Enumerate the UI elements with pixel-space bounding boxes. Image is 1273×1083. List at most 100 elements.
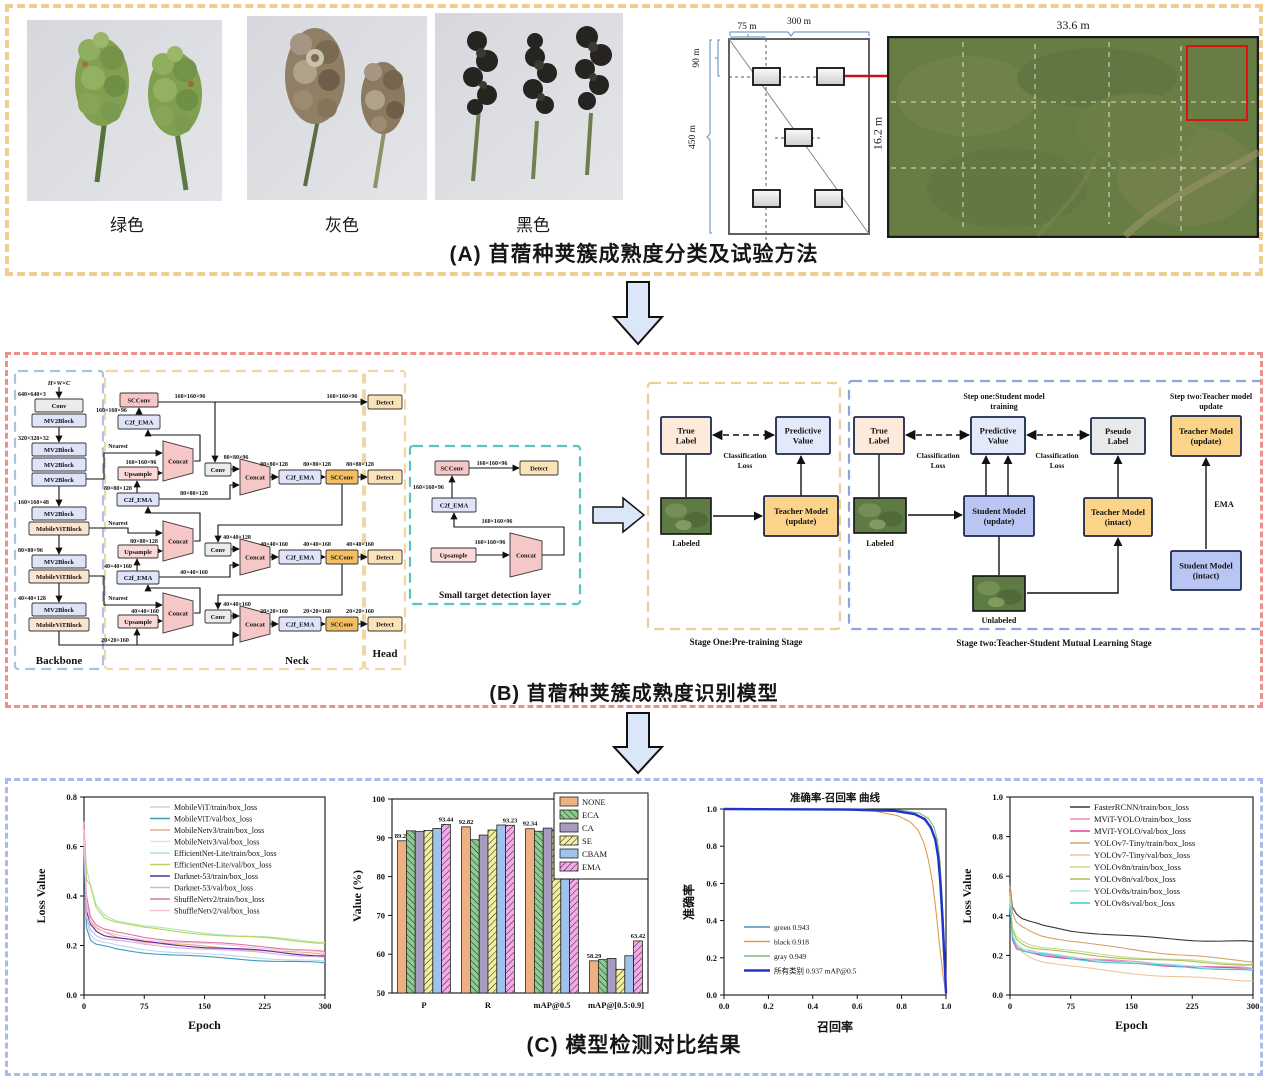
node-label: MobileViTBlock [36, 526, 82, 533]
series-line-ShuffleNetv2/val/box_loss [83, 829, 326, 954]
node-label: MobileViTBlock [36, 574, 82, 581]
x-tick-label: 300 [319, 1001, 332, 1011]
series-line-MobileNetv3/val/box_loss [83, 831, 326, 957]
legend-label: YOLOv8n/val/box_loss [1094, 874, 1176, 884]
diagram-label: Backbone [36, 655, 83, 667]
diagram-node: Detect [367, 469, 403, 485]
node-label: Conv [52, 403, 68, 410]
chart-backbone-loss: 0.0 0.2 0.4 0.6 0.8 0 75 150 225 300 Loss Value Epo… [32, 787, 337, 1040]
node-label: Concat [168, 458, 189, 465]
diagram-node: Detect [519, 460, 559, 476]
node-label: (update) [786, 516, 817, 526]
dim-75m: 75 m [737, 22, 757, 32]
photo-label-green: 绿色 [110, 216, 144, 235]
diagram-label: Step two:Teacher model [1170, 392, 1253, 401]
legend-label: MViT-YOLO/train/box_loss [1094, 814, 1191, 824]
diagram-node: Detect [367, 549, 403, 565]
legend-label: CBAM [582, 849, 607, 859]
legend-label: YOLOv8n/train/box_loss [1094, 862, 1181, 872]
node-label: True [870, 425, 888, 435]
diagram-subpanel-4 [646, 381, 842, 631]
diagram-label: Labeled [672, 539, 700, 548]
node-label: Label [676, 436, 697, 446]
y-tick-label: 0.8 [992, 832, 1003, 842]
y-tick-label: 70 [377, 910, 386, 920]
bar-SE-P [423, 830, 434, 994]
diagram-subpanel-5 [847, 379, 1260, 631]
x-tick-label: 0 [82, 1001, 86, 1011]
node-label: SCConv [330, 621, 354, 628]
diagram-label: 160×160×96 [126, 460, 157, 466]
x-tick-label: 225 [1186, 1001, 1199, 1011]
legend-label: SE [582, 836, 592, 846]
diagram-label: Step one:Student model [963, 392, 1045, 401]
series-line-ShuffleNetv2/train/box_loss [83, 821, 326, 952]
legend-label: MobileViT/val/box_loss [174, 815, 252, 824]
diagram-label: 20×20×160 [260, 609, 288, 615]
legend-label: EMA [582, 862, 602, 872]
node-label: Teacher Model [1091, 507, 1146, 517]
diagram-label: 160×160×96 [482, 519, 513, 525]
bar-group-label: mAP@[0.5:0.9] [588, 1000, 644, 1010]
node-label: Label [869, 436, 890, 446]
diagram-label: 20×20×160 [303, 609, 331, 615]
bar-CBAM-mAP@[0.5:0.9] [624, 955, 634, 994]
diagram-label: 320×320×32 [18, 436, 49, 442]
diagram-node: Conv [204, 542, 232, 557]
diagram-label: Loss [931, 461, 946, 470]
legend-label: green 0.943 [774, 923, 810, 932]
bar-ECA-R [470, 839, 480, 994]
panel-c-comparison-results: 0.0 0.2 0.4 0.6 0.8 0 75 150 225 300 Loss Value Epo… [5, 778, 1263, 1076]
bar-EMA-R [505, 824, 515, 994]
node-label: C2f_EMA [124, 497, 153, 504]
series-line-green 0.943 [723, 808, 947, 992]
x-axis-label: Epoch [1115, 1018, 1148, 1032]
x-tick-label: 150 [198, 1001, 211, 1011]
bar-NONE-mAP@0.5 [525, 828, 535, 994]
bar-SE-mAP@[0.5:0.9] [615, 968, 626, 994]
node-label: C2f_EMA [125, 419, 154, 426]
diagram-label: Classification [1035, 451, 1079, 460]
node-label: Label [1108, 436, 1129, 446]
x-tick-label: 150 [1125, 1001, 1138, 1011]
x-tick-label: 0 [1008, 1001, 1012, 1011]
diagram-node: MobileViTBlock [28, 617, 90, 632]
series-line-YOLOv7-Tiny/val/box_loss [1009, 895, 1254, 982]
y-tick-label: 0.4 [992, 911, 1003, 921]
diagram-node: Conv [204, 462, 232, 477]
legend-label: ShuffleNetv2/val/box_loss [174, 907, 260, 916]
node-label: MV2Block [44, 607, 74, 614]
legend-label: FasterRCNN/train/box_loss [1094, 802, 1189, 812]
diagram-label: Unlabeled [982, 616, 1017, 625]
aerial-height-label: 16.2 m [870, 116, 885, 151]
x-tick-label: 225 [258, 1001, 271, 1011]
node-label: C2f_EMA [286, 554, 315, 561]
diagram-edge [159, 561, 240, 578]
diagram-label: 160×160×96 [413, 485, 444, 491]
series-line-MobileViT/train/box_loss [83, 841, 326, 962]
diagram-node: Detect [367, 616, 403, 632]
diagram-edge [214, 564, 343, 610]
diagram-node: MV2Block [31, 413, 87, 428]
node-label: Student Model [1179, 560, 1233, 570]
diagram-node: Teacher Model(intact) [1083, 497, 1153, 537]
diagram-node: Student Model(update) [963, 495, 1035, 537]
flow-arrow-down-1 [612, 281, 664, 346]
node-label: Teacher Model [774, 506, 829, 516]
diagram-node: Upsample [430, 547, 477, 563]
y-tick-label: 0.0 [706, 990, 717, 1000]
node-label: Concat [245, 474, 266, 481]
node-label: C2f_EMA [286, 474, 315, 481]
panel-a-caption: (A) 苜蓿种荚簇成熟度分类及试验方法 [449, 243, 819, 266]
node-label: (update) [1191, 436, 1222, 446]
node-label: Teacher Model [1179, 426, 1234, 436]
bar-group-label: mAP@0.5 [534, 1000, 571, 1010]
bar-ECA-mAP@[0.5:0.9] [597, 959, 608, 994]
diagram-label: 160×160×96 [96, 408, 127, 414]
node-label: (update) [984, 516, 1015, 526]
series-line-YOLOv8s/train/box_loss [1009, 901, 1254, 970]
panel-b-caption: (B) 苜蓿种荚簇成熟度识别模型 [489, 683, 779, 705]
node-label: Upsample [124, 619, 152, 626]
panel-b-recognition-model: Conv MV2Block MV2Block MV2Block MV2Block MV2B… [5, 352, 1263, 708]
diagram-node: Concat [162, 440, 194, 482]
